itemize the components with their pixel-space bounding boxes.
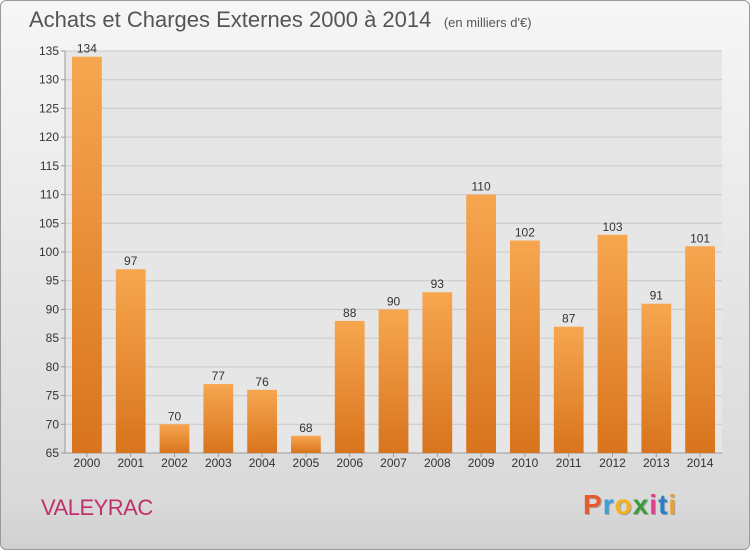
bar bbox=[291, 435, 321, 453]
x-tick-label: 2002 bbox=[161, 456, 188, 470]
bar-value-label: 76 bbox=[255, 375, 269, 389]
y-tick-label: 115 bbox=[40, 159, 59, 173]
x-tick-label: 2004 bbox=[249, 456, 276, 470]
bar bbox=[203, 384, 234, 453]
bar-value-label: 97 bbox=[124, 254, 138, 268]
bar-value-label: 77 bbox=[212, 369, 226, 383]
commune-name: VALEYRAC bbox=[41, 495, 153, 520]
bar bbox=[685, 246, 715, 453]
logo-letter: i bbox=[668, 489, 678, 520]
y-tick-label: 70 bbox=[46, 417, 60, 431]
x-tick-label: 2008 bbox=[424, 456, 451, 470]
x-tick-label: 2010 bbox=[512, 456, 539, 470]
x-tick-label: 2013 bbox=[643, 456, 670, 470]
logo-letter: P bbox=[583, 489, 603, 520]
y-tick-label: 135 bbox=[39, 44, 59, 58]
bar bbox=[597, 234, 628, 453]
y-tick-label: 85 bbox=[46, 331, 60, 345]
bar-value-label: 91 bbox=[650, 289, 664, 303]
x-tick-label: 2005 bbox=[293, 456, 320, 470]
y-tick-label: 120 bbox=[39, 130, 59, 144]
bar-value-label: 68 bbox=[299, 421, 313, 435]
y-tick-label: 130 bbox=[39, 73, 59, 87]
y-tick-label: 80 bbox=[46, 360, 60, 374]
logo-letter: o bbox=[614, 489, 633, 520]
bar bbox=[72, 56, 102, 453]
bar-value-label: 103 bbox=[602, 220, 622, 234]
y-tick-label: 100 bbox=[39, 245, 59, 259]
bar-value-label: 87 bbox=[562, 312, 576, 326]
bar bbox=[115, 269, 146, 453]
x-tick-label: 2001 bbox=[117, 456, 144, 470]
chart-subtitle: (en milliers d'€) bbox=[443, 15, 532, 30]
bar-value-label: 134 bbox=[77, 42, 97, 56]
bar-value-label: 110 bbox=[472, 180, 491, 194]
proxiti-logo: Proxiti bbox=[583, 489, 677, 521]
x-tick-label: 2003 bbox=[205, 456, 232, 470]
x-tick-label: 2006 bbox=[336, 456, 363, 470]
bar bbox=[466, 194, 496, 454]
x-tick-label: 2007 bbox=[380, 456, 407, 470]
x-tick-label: 2011 bbox=[556, 456, 582, 470]
bar-value-label: 93 bbox=[431, 277, 445, 291]
y-tick-label: 125 bbox=[39, 101, 59, 115]
logo-letter: r bbox=[602, 489, 615, 520]
bar bbox=[422, 292, 453, 453]
bar bbox=[334, 320, 365, 453]
x-tick-label: 2014 bbox=[687, 456, 714, 470]
bar bbox=[553, 326, 584, 453]
y-tick-label: 95 bbox=[46, 274, 60, 288]
bar bbox=[378, 309, 409, 453]
logo-letter: i bbox=[649, 489, 659, 520]
bar-value-label: 102 bbox=[515, 226, 535, 240]
bar-value-label: 70 bbox=[168, 409, 182, 423]
y-tick-label: 110 bbox=[40, 188, 59, 202]
bar-value-label: 101 bbox=[690, 231, 710, 245]
y-tick-label: 65 bbox=[46, 446, 60, 460]
logo-letter: t bbox=[658, 489, 669, 520]
bar-value-label: 90 bbox=[387, 294, 401, 308]
y-tick-label: 90 bbox=[46, 302, 60, 316]
bar bbox=[247, 389, 277, 453]
y-tick-label: 75 bbox=[46, 389, 60, 403]
bar bbox=[641, 303, 672, 453]
chart-title: Achats et Charges Externes 2000 à 2014 bbox=[29, 7, 432, 32]
chart-header: Achats et Charges Externes 2000 à 2014 (… bbox=[29, 7, 532, 33]
bar bbox=[510, 240, 540, 453]
x-tick-label: 2009 bbox=[468, 456, 495, 470]
y-tick-label: 105 bbox=[39, 216, 59, 230]
bar bbox=[159, 424, 190, 453]
x-tick-label: 2000 bbox=[74, 456, 101, 470]
x-tick-label: 2012 bbox=[599, 456, 626, 470]
bar-value-label: 88 bbox=[343, 306, 357, 320]
logo-letter: x bbox=[632, 489, 650, 520]
